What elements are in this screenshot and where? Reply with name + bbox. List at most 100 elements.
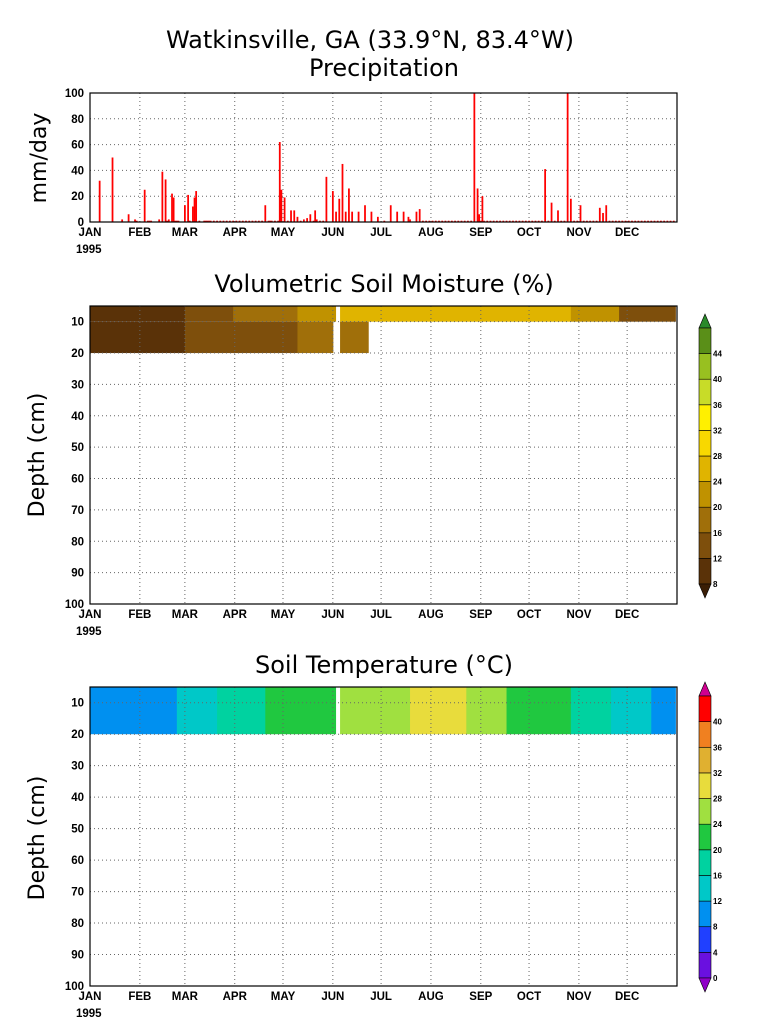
colorbar-label: 12 [713,897,722,906]
precip-bar [418,209,421,222]
y-tick-label: 60 [71,140,84,152]
field-cell [184,306,234,322]
colorbar-label: 40 [713,718,722,727]
field-cell [339,306,411,322]
precip-bar [518,220,521,222]
precip-grid [90,93,677,222]
precip-bar [245,220,247,222]
precip-bar [605,205,608,222]
precip-bar [447,220,450,222]
field-cell [233,321,298,354]
precip-bar [269,220,272,222]
precip-bar [563,220,566,222]
colorbar-swatch [698,823,712,851]
x-tick-label-nov: NOV [566,609,591,621]
colorbar-swatch [698,798,712,825]
precip-bar [409,219,411,222]
precip-bar [322,220,325,222]
precip-bar [425,220,428,222]
y-tick-label: 80 [71,114,84,126]
precip-bar [290,210,292,222]
y-tick-label: 60 [71,474,84,486]
precip-bar [134,219,136,222]
colorbar-swatch [698,695,712,722]
temperature-x-ticks: JAN FEB MAR APR MAY JUN JUL AUG SEP OCT NOV DEC [78,991,639,1003]
precip-bar [528,220,530,222]
precip-bar [198,220,201,222]
field-cell [176,687,218,735]
colorbar-swatch [698,404,712,431]
colorbar-label: 28 [713,795,722,804]
x-tick-label-feb: FEB [128,991,151,1003]
precip-bar [364,205,366,222]
precip-bar [650,220,653,222]
precip-bar [303,219,305,222]
precip-bar [531,220,534,222]
precip-bar [203,220,206,222]
x-tick-label-mar: MAR [172,991,199,1003]
precip-bar [158,219,161,222]
precip-subtitle: Precipitation [309,54,459,82]
precip-bar [161,171,164,222]
x-tick-label-nov: NOV [566,991,591,1003]
precip-bar [331,191,334,222]
y-tick-label: 30 [71,761,84,773]
y-tick-label: 100 [65,88,84,100]
moisture-y-ticks: 10 20 30 40 50 60 70 80 90 100 [65,317,84,611]
precip-bar [508,220,511,222]
field-cell [410,306,508,322]
y-tick-label: 70 [71,887,84,899]
colorbar-label: 32 [713,426,722,435]
field-cell [570,306,620,322]
temperature-y-ticks: 10 20 30 40 50 60 70 80 90 100 [65,698,84,993]
moisture-plot-frame [89,305,678,605]
precip-bar [175,220,178,222]
colorbar-swatch [698,849,712,876]
x-tick-label-sep: SEP [469,991,492,1003]
y-tick-label: 80 [71,536,84,548]
x-tick-label-jan: JAN [78,991,101,1003]
x-tick-label-oct: OCT [517,609,541,621]
colorbar-swatch [698,353,712,380]
precip-bar [521,220,524,222]
precip-bar [476,188,479,222]
y-tick-label: 60 [71,855,84,867]
precip-bar [299,220,302,222]
precip-bar [524,220,527,222]
precip-bar [229,220,231,222]
precip-bar [188,220,191,222]
precip-bar [431,220,434,222]
y-tick-label: 70 [71,505,84,517]
x-tick-label-aug: AUG [418,609,444,621]
precip-bar [235,220,238,222]
precip-bar [553,220,556,222]
field-cell [90,687,105,735]
y-tick-label: 100 [65,981,84,993]
precip-bar [241,220,244,222]
precip-bar [611,220,614,222]
precip-bar [206,220,209,222]
colorbar-swatch [698,926,712,953]
y-tick-label: 20 [71,729,84,741]
y-tick-label: 30 [71,379,84,391]
precip-bar [534,220,537,222]
field-cell [339,321,369,354]
precip-bar [512,220,514,222]
precip-bar [208,220,210,222]
x-tick-label-nov: NOV [566,227,591,239]
colorbar-label: 36 [713,743,722,752]
precip-bar [467,220,469,222]
precip-bar [319,220,321,222]
precip-bar [257,220,260,222]
precip-bar [143,189,146,222]
precip-bar [479,220,482,222]
y-tick-label: 50 [71,442,84,454]
precip-bar [643,220,646,222]
field-cell [506,687,572,735]
field-cell [107,306,146,322]
precip-bar [376,216,379,222]
x-tick-label-aug: AUG [418,227,444,239]
x-tick-label-jan: JAN [78,227,101,239]
y-tick-label: 100 [65,599,84,611]
